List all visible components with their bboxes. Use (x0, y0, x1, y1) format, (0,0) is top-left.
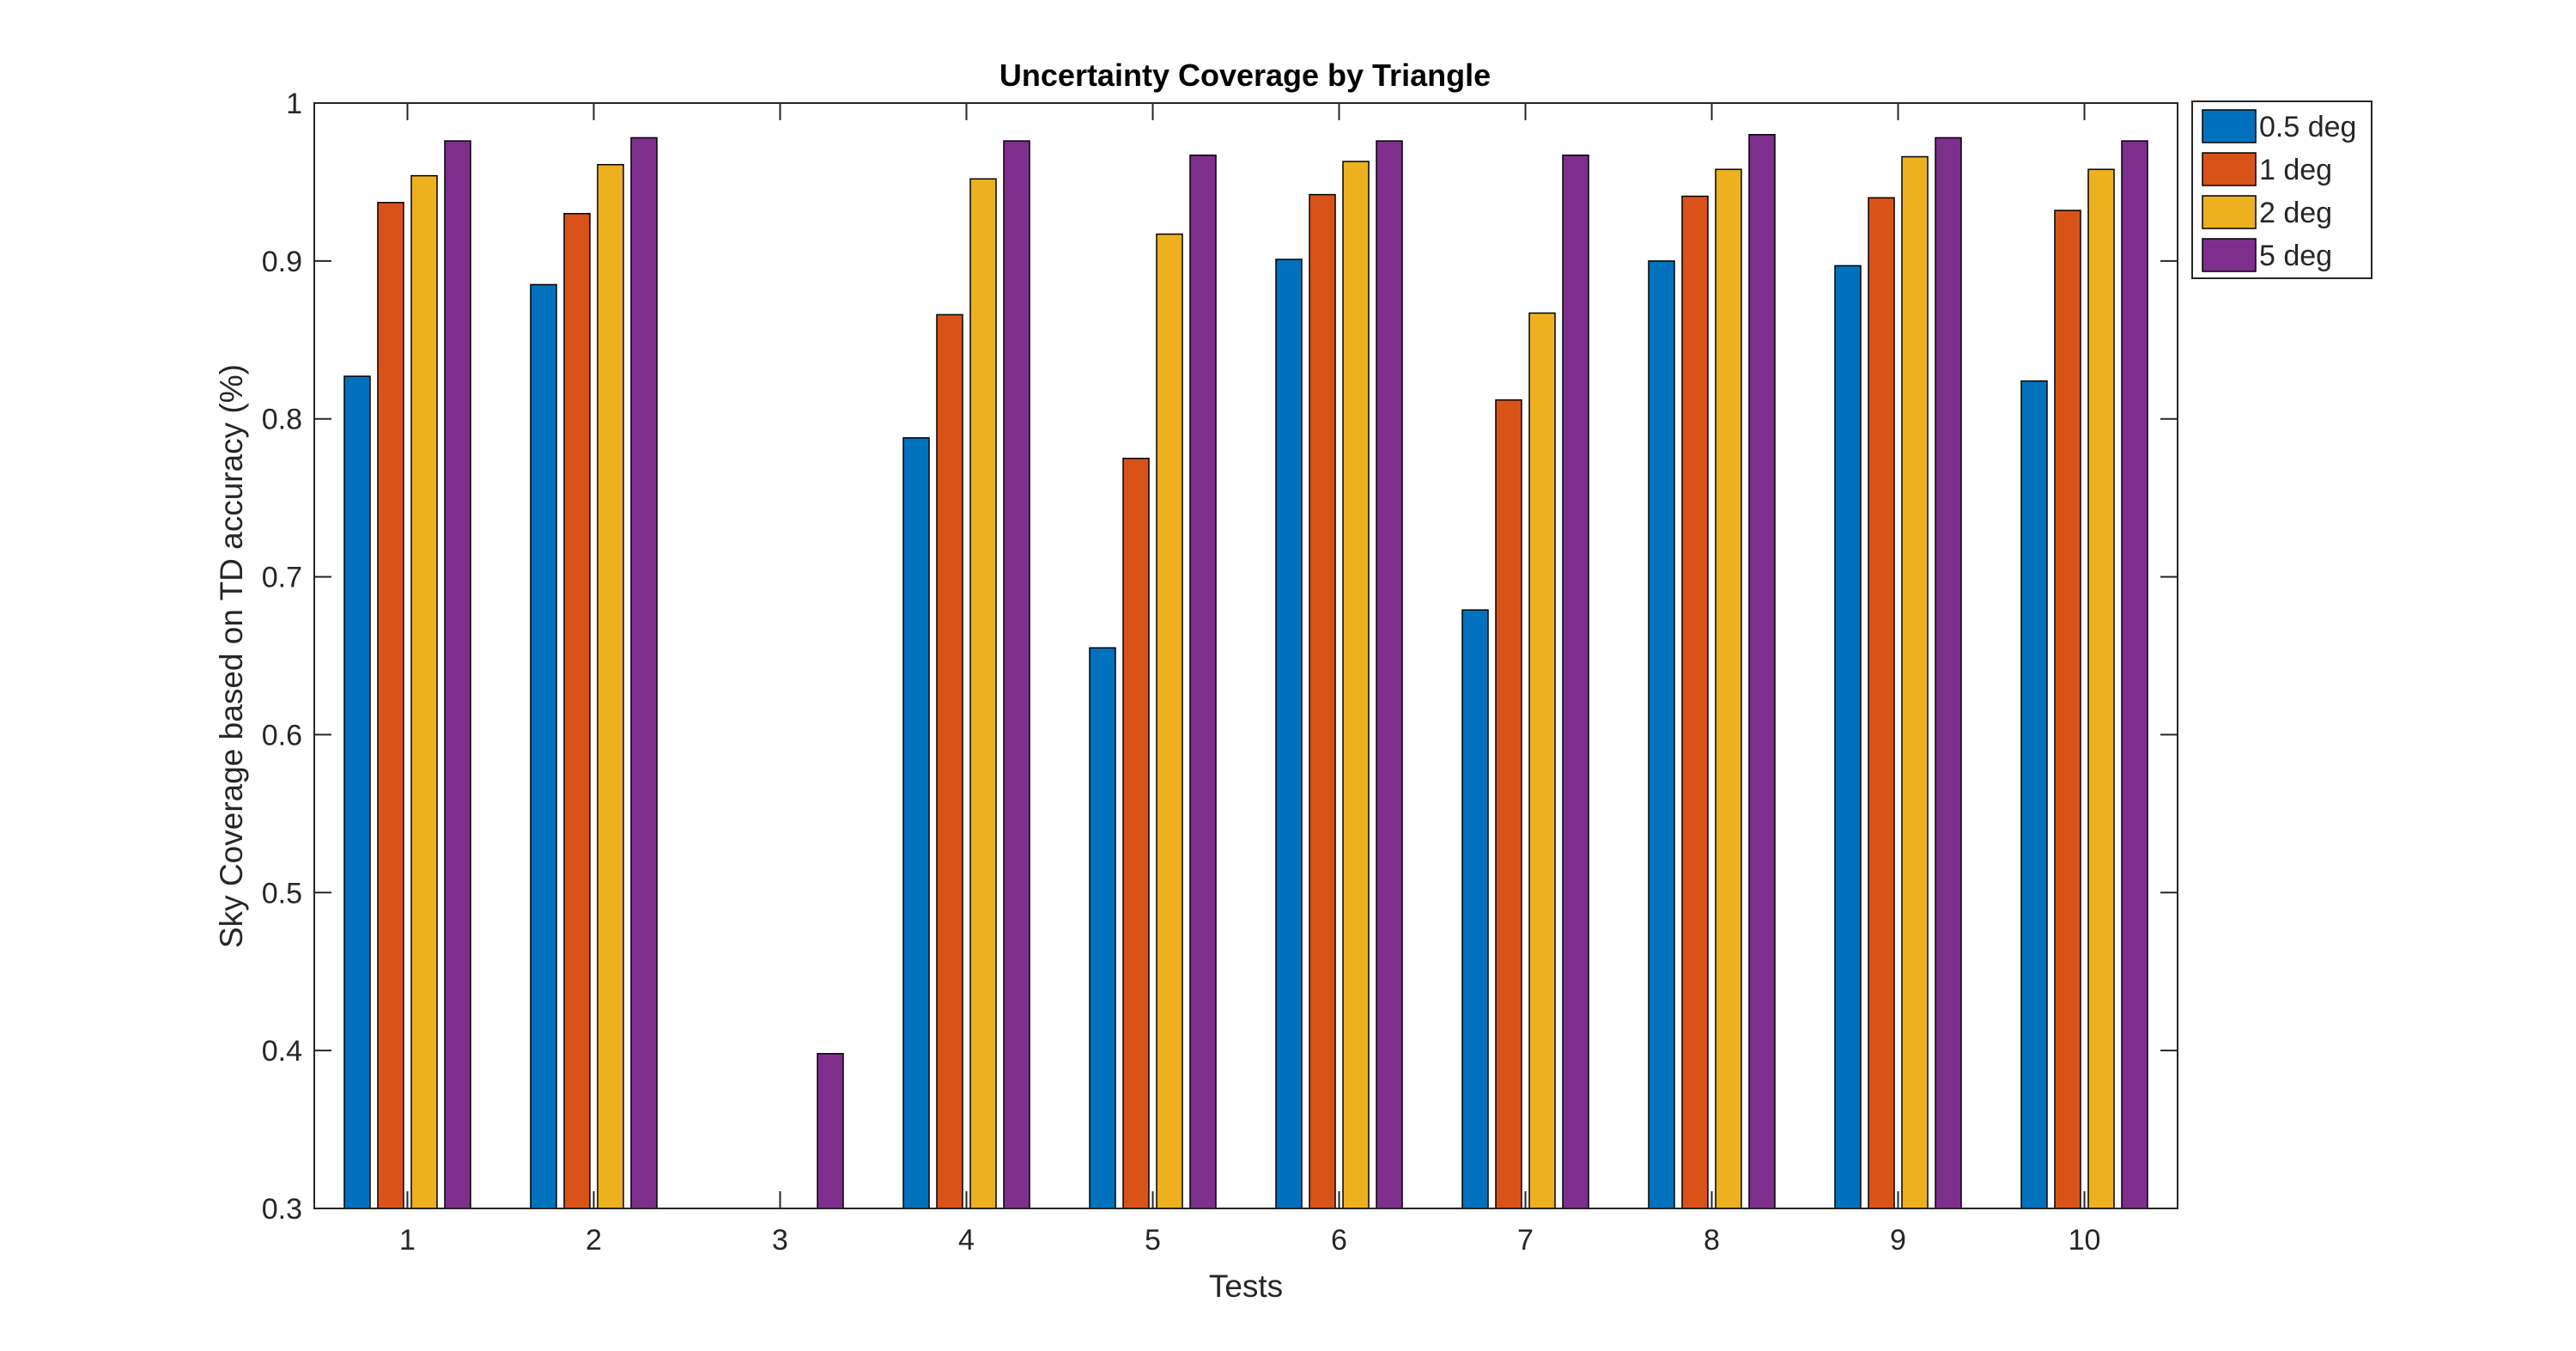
bar (1748, 134, 1776, 1209)
legend: 0.5 deg 1 deg 2 deg 5 deg (2191, 100, 2372, 279)
bar (1309, 193, 1336, 1209)
legend-swatch (2202, 238, 2257, 272)
bar (1461, 609, 1489, 1209)
bar (1528, 312, 1556, 1209)
bar (1681, 195, 1709, 1209)
x-tick-label: 7 (1517, 1224, 1534, 1257)
bar (630, 137, 658, 1209)
bar (410, 174, 438, 1209)
legend-swatch (2202, 109, 2257, 143)
bar (1156, 233, 1183, 1209)
y-tick-label: 0.6 (262, 719, 302, 752)
x-tick-label: 5 (1145, 1224, 1161, 1257)
bar (2054, 210, 2081, 1209)
bar (1901, 155, 1929, 1209)
x-tick-label: 2 (586, 1224, 602, 1257)
y-tick-label: 0.3 (262, 1193, 302, 1226)
x-tick-label: 3 (772, 1224, 788, 1257)
legend-items: 0.5 deg 1 deg 2 deg 5 deg (2202, 109, 2356, 272)
x-tick-label: 1 (399, 1224, 416, 1257)
bars-layer (343, 134, 2148, 1209)
legend-swatch (2202, 152, 2257, 186)
bar (1834, 265, 1862, 1209)
bar (902, 437, 930, 1209)
bar (2121, 140, 2148, 1209)
bar (1562, 154, 1589, 1209)
bar (1376, 140, 1403, 1209)
bar (1868, 197, 1895, 1209)
bar (1935, 137, 1962, 1209)
bar (2020, 380, 2048, 1209)
bar (1089, 647, 1116, 1209)
y-tick-label: 1 (286, 88, 302, 120)
x-axis-label: Tests (1209, 1269, 1283, 1304)
bar (1189, 154, 1217, 1209)
legend-label: 0.5 deg (2259, 111, 2356, 143)
x-tick-label: 6 (1331, 1224, 1347, 1257)
x-tick-label: 10 (2069, 1224, 2101, 1257)
bar (1648, 260, 1675, 1209)
bar (1275, 259, 1303, 1209)
x-tick-label: 8 (1704, 1224, 1720, 1257)
bar (444, 140, 471, 1209)
y-tick-label: 0.7 (262, 562, 302, 594)
bar (563, 212, 591, 1209)
bar (377, 202, 404, 1209)
x-tick-label: 4 (958, 1224, 975, 1257)
bar (1342, 161, 1370, 1209)
legend-label: 1 deg (2259, 154, 2332, 186)
ticks-layer: 0.3 0.4 0.5 0.6 0.7 0.8 0.9 1 1 2 3 4 5 6 7 8 9 10 (262, 88, 2178, 1257)
y-tick-label: 0.5 (262, 877, 302, 910)
legend-label: 2 deg (2259, 197, 2332, 229)
bar (343, 375, 371, 1209)
x-tick-label: 9 (1890, 1224, 1906, 1257)
bar (597, 163, 624, 1209)
bar (936, 313, 963, 1209)
bar (969, 178, 997, 1209)
legend-label: 5 deg (2259, 240, 2332, 272)
y-tick-label: 0.4 (262, 1035, 302, 1068)
bar (1715, 168, 1742, 1209)
bar (2087, 168, 2115, 1209)
bar (1495, 399, 1522, 1209)
bar (817, 1053, 844, 1209)
chart-title: Uncertainty Coverage by Triangle (999, 58, 1491, 93)
y-axis-label: Sky Coverage based on TD accuracy (%) (214, 364, 249, 948)
y-tick-label: 0.8 (262, 404, 302, 436)
bar (1122, 457, 1150, 1209)
bar (1003, 140, 1030, 1209)
legend-swatch (2202, 195, 2257, 229)
bar (530, 283, 557, 1209)
y-tick-label: 0.9 (262, 246, 302, 278)
plot-area-frame (313, 102, 2178, 1209)
